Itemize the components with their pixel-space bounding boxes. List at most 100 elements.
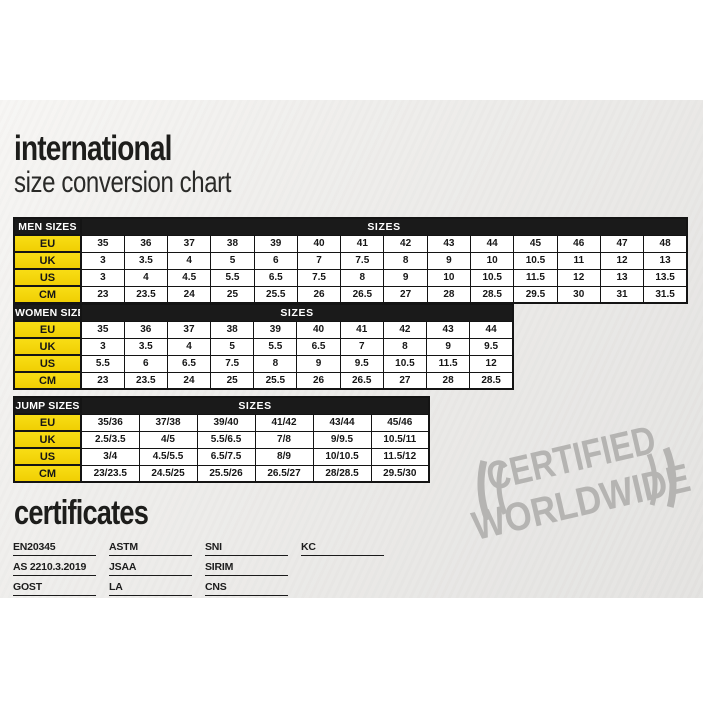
size-cell: 31.5 [643,285,688,304]
size-cell: 26 [296,285,342,304]
size-cell: 7 [339,337,384,356]
stamp-outer-ring [477,384,677,584]
size-cell: 42 [383,234,428,253]
size-cell: 7.5 [296,268,342,287]
size-cell: 8 [253,354,298,373]
size-cell: 12 [599,251,645,270]
size-cell: 4.5 [167,268,212,287]
size-cell: 23.5 [123,371,168,390]
size-cell: 10 [470,251,515,270]
size-cell: 9 [426,251,472,270]
size-cell: 3.5 [123,337,168,356]
size-cell: 28.5 [470,285,515,304]
size-cell: 7/8 [254,430,314,449]
size-cell: 3 [80,251,125,270]
size-cell: 29.5/30 [370,464,430,483]
size-cell: 9 [383,268,428,287]
size-cell: 10.5 [470,268,515,287]
certificate-item: AS 2210.3.2019 [13,561,96,576]
size-cell: 9 [296,354,341,373]
size-cell: 25 [210,285,255,304]
size-cell: 48 [643,234,688,253]
certificates-column: EN20345 AS 2210.3.2019 GOST [13,541,96,601]
size-cell: 26.5 [340,285,385,304]
certificate-item: JSAA [109,561,192,576]
size-cell: 25.5/26 [196,464,256,483]
size-cell: 27 [383,285,428,304]
certificate-item: ASTM [109,541,192,556]
size-cell: 5.5/6.5 [196,430,256,449]
row-label: CM [13,285,82,304]
size-cell: 43/44 [312,413,372,432]
size-cell: 4.5/5.5 [138,447,198,466]
size-cell: 13.5 [643,268,688,287]
size-cell: 8 [340,268,385,287]
certificate-item: LA [109,581,192,596]
size-cell: 10.5 [513,251,558,270]
size-cell: 23/23.5 [80,464,140,483]
size-cell: 28 [425,371,471,390]
certificates-section: EN20345 AS 2210.3.2019 GOST ASTM JSAA LA SNI… [13,541,397,601]
size-cell: 11 [556,251,601,270]
size-cell: 25 [210,371,255,390]
size-cell: 27 [382,371,428,390]
size-cell: 28/28.5 [312,464,372,483]
size-cell: 3 [80,337,125,356]
size-cell: 3/4 [80,447,140,466]
table-row: UK 3 3.5 4 5 6 7 7.5 8 9 10 10.5 11 12 13 [13,251,688,270]
certificate-item: SIRIM [205,561,288,576]
size-cell: 5.5 [80,354,125,373]
size-cell: 10.5 [382,354,428,373]
row-label: US [13,447,82,466]
size-cell: 8/9 [254,447,314,466]
table-corner-label: MEN SIZES [13,217,82,236]
size-cell: 28.5 [469,371,514,390]
size-cell: 24.5/25 [138,464,198,483]
size-cell: 23 [80,371,125,390]
size-cell: 3.5 [123,251,169,270]
size-cell: 6 [123,354,168,373]
size-cell: 5.5 [253,337,298,356]
certificate-item: EN20345 [13,541,96,556]
size-cell: 2.5/3.5 [80,430,140,449]
size-cell: 6.5 [166,354,212,373]
size-cell: 6.5 [253,268,298,287]
table-row: US 5.5 6 6.5 7.5 8 9 9.5 10.5 11.5 12 [13,354,514,373]
size-cell: 26 [296,371,341,390]
size-cell: 36 [123,234,169,253]
men-sizes-table: MEN SIZES SIZES EU 35 36 37 38 39 40 41 42 43 44 45 46… [13,217,688,304]
size-cell: 38 [210,320,255,339]
size-cell: 37 [167,234,212,253]
size-cell: 4 [123,268,169,287]
table-row: US 3 4 4.5 5.5 6.5 7.5 8 9 10 10.5 11.5 12 13 13.5 [13,268,688,287]
row-label: US [13,268,82,287]
size-cell: 30 [556,285,601,304]
size-cell: 10 [426,268,472,287]
size-cell: 23 [80,285,125,304]
size-cell: 10/10.5 [312,447,372,466]
size-cell: 41/42 [254,413,314,432]
size-cell: 36 [123,320,168,339]
certified-worldwide-stamp: CERTIFIED WORLDWIDE [468,384,694,584]
table-header-row: MEN SIZES SIZES [13,217,688,236]
certificate-item: SNI [205,541,288,556]
size-cell: 13 [643,251,688,270]
stamp-inner-ring [496,403,658,565]
size-cell: 39/40 [196,413,256,432]
size-cell: 26.5 [339,371,384,390]
size-cell: 28 [426,285,472,304]
table-header-row: JUMP SIZES SIZES [13,396,430,415]
sizes-header: SIZES [80,217,688,236]
size-cell: 9 [425,337,471,356]
row-label: EU [13,234,82,253]
table-row: EU 35/36 37/38 39/40 41/42 43/44 45/46 [13,413,430,432]
table-row: UK 2.5/3.5 4/5 5.5/6.5 7/8 9/9.5 10.5/11 [13,430,430,449]
size-cell: 37 [166,320,212,339]
row-label: UK [13,430,82,449]
size-cell: 42 [382,320,428,339]
size-cell: 7 [296,251,342,270]
size-cell: 4/5 [138,430,198,449]
size-cell: 9.5 [339,354,384,373]
size-cell: 9/9.5 [312,430,372,449]
size-cell: 25.5 [253,371,298,390]
